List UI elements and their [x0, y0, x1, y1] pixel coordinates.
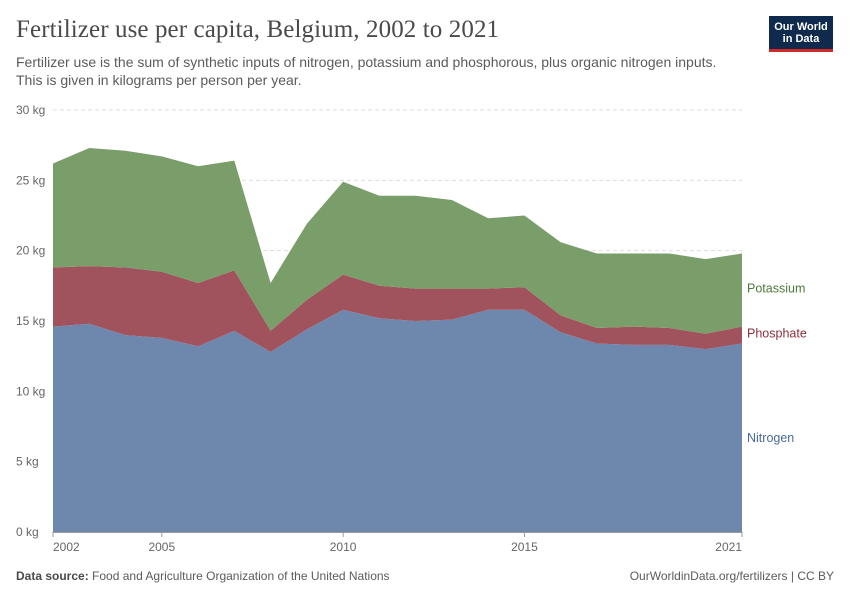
- area-potassium[interactable]: [53, 148, 742, 334]
- chart-title: Fertilizer use per capita, Belgium, 2002…: [16, 16, 500, 43]
- x-tick-label: 2002: [53, 540, 80, 554]
- series-label-nitrogen[interactable]: Nitrogen: [747, 431, 794, 445]
- x-tick-label: 2015: [511, 540, 538, 554]
- x-tick-label: 2010: [330, 540, 357, 554]
- y-tick-label: 15 kg: [16, 314, 45, 328]
- logo-line-2: in Data: [782, 33, 820, 45]
- x-tick-label: 2005: [148, 540, 175, 554]
- footer-source: Data source: Food and Agriculture Organi…: [16, 569, 390, 583]
- y-tick-label: 0 kg: [16, 525, 39, 539]
- area-phosphate[interactable]: [53, 266, 742, 352]
- series-label-potassium[interactable]: Potassium: [747, 282, 805, 296]
- series-label-phosphate[interactable]: Phosphate: [747, 327, 807, 341]
- footer-credit[interactable]: OurWorldinData.org/fertilizers | CC BY: [629, 569, 834, 583]
- y-tick-label: 10 kg: [16, 384, 45, 398]
- source-label: Data source:: [16, 569, 89, 583]
- x-tick-label: 2021: [715, 540, 742, 554]
- chart-subtitle: Fertilizer use is the sum of synthetic i…: [16, 54, 717, 88]
- source-text: Food and Agriculture Organization of the…: [92, 569, 390, 583]
- y-tick-label: 5 kg: [16, 455, 39, 469]
- axes: 0 kg 5 kg 10 kg 15 kg 20 kg 25 kg 30 kg 2002 200…: [16, 103, 743, 554]
- area-nitrogen[interactable]: [53, 309, 742, 532]
- y-tick-label: 20 kg: [16, 244, 45, 258]
- logo-line-1: Our World: [774, 21, 828, 33]
- stacked-area-chart: 0 kg 5 kg 10 kg 15 kg 20 kg 25 kg 30 kg 2002 200…: [16, 103, 807, 554]
- y-tick-label: 30 kg: [16, 103, 45, 117]
- area-series-group: [53, 148, 742, 532]
- series-labels: Nitrogen Phosphate Potassium: [747, 282, 807, 445]
- y-tick-label: 25 kg: [16, 173, 45, 187]
- owid-logo[interactable]: Our World in Data: [769, 16, 833, 52]
